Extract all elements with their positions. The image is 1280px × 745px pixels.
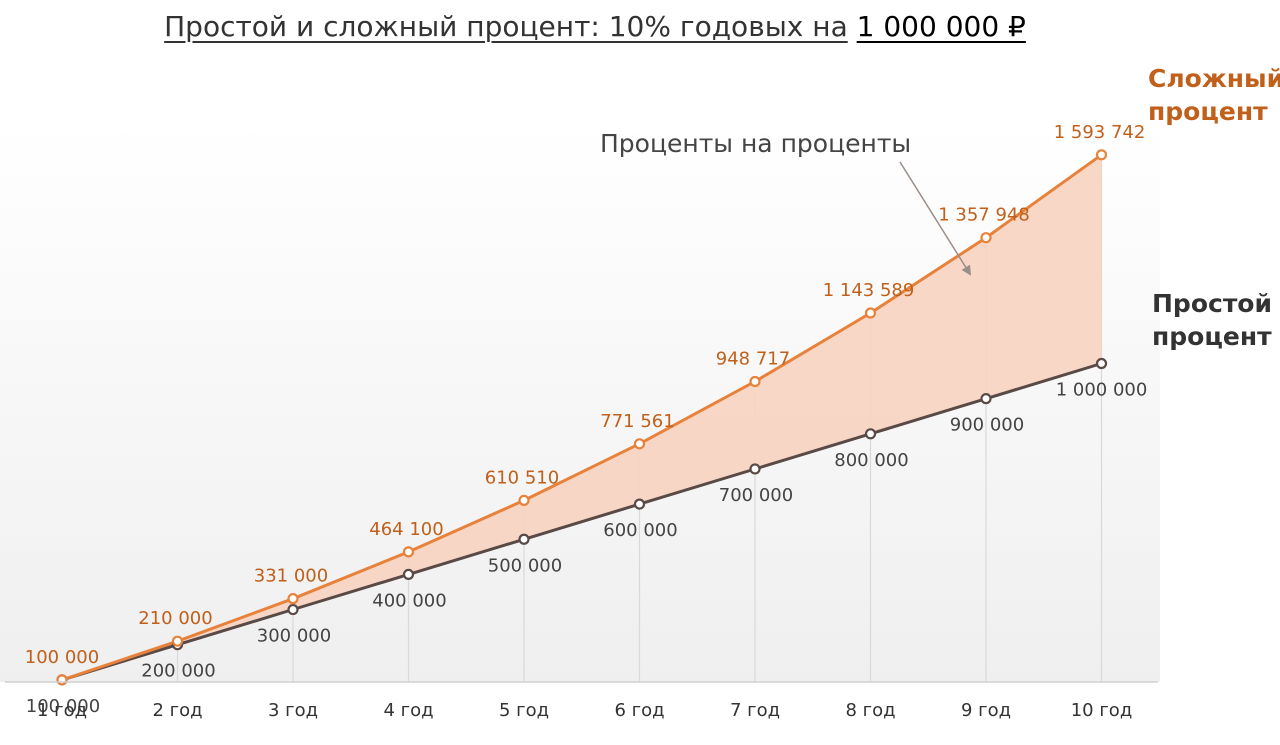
x-tick-label: 6 год bbox=[614, 700, 664, 721]
chart-title: Простой и сложный процент: 10% годовых н… bbox=[0, 10, 1190, 43]
chart-title-amount: 1 000 000 ₽ bbox=[856, 10, 1026, 43]
compound-value-label: 771 561 bbox=[600, 411, 674, 432]
simple-point bbox=[1095, 357, 1108, 370]
compound-series-label: Сложный процент bbox=[1148, 62, 1280, 128]
simple-value-label: 600 000 bbox=[603, 520, 677, 541]
simple-point bbox=[518, 533, 530, 545]
simple-label-line-1: Простой bbox=[1152, 289, 1272, 318]
simple-point bbox=[287, 603, 299, 616]
simple-value-label: 900 000 bbox=[950, 415, 1024, 436]
compound-label-line-2: процент bbox=[1148, 97, 1268, 126]
compound-point bbox=[56, 674, 68, 686]
simple-point bbox=[402, 568, 415, 581]
annotation-text: Проценты на проценты bbox=[600, 129, 912, 158]
simple-point bbox=[980, 393, 992, 405]
x-tick-label: 3 год bbox=[268, 700, 318, 721]
compound-label-line-1: Сложный bbox=[1148, 64, 1280, 93]
x-tick-label: 4 год bbox=[383, 700, 433, 721]
simple-value-label: 800 000 bbox=[834, 450, 908, 471]
x-tick-label: 7 год bbox=[730, 700, 780, 721]
simple-value-label: 200 000 bbox=[141, 661, 215, 682]
compound-value-label: 610 510 bbox=[485, 467, 559, 488]
x-tick-label: 1 год bbox=[37, 700, 87, 721]
x-tick-labels: 1 год 2 год 3 год 4 год 5 год 6 год 7 год 8 год… bbox=[37, 700, 1132, 721]
difference-area bbox=[62, 154, 1102, 680]
compound-point bbox=[980, 232, 992, 244]
compound-point bbox=[287, 593, 299, 605]
markers-layer bbox=[56, 149, 1108, 686]
compound-point bbox=[633, 438, 646, 450]
simple-point bbox=[749, 463, 761, 475]
simple-value-label: 500 000 bbox=[488, 555, 562, 576]
simple-value-label: 100 000 bbox=[26, 696, 100, 717]
chart-title-main: Простой и сложный процент: 10% годовых н… bbox=[164, 10, 848, 43]
compound-point bbox=[518, 494, 530, 507]
compound-interest-line bbox=[61, 153, 1103, 682]
compound-point bbox=[1095, 149, 1108, 161]
compound-value-label: 948 717 bbox=[716, 349, 790, 370]
compound-point bbox=[864, 307, 877, 319]
x-tick-label: 9 год bbox=[961, 700, 1011, 721]
labels-layer: 100 000 210 000 331 000 464 100 610 510 771 5… bbox=[25, 122, 1148, 717]
annotation-arrow bbox=[899, 161, 972, 276]
x-tick-label: 10 год bbox=[1071, 700, 1133, 721]
compound-point bbox=[749, 375, 761, 388]
simple-value-label: 300 000 bbox=[257, 626, 331, 647]
compound-value-label: 1 593 742 bbox=[1054, 122, 1146, 143]
simple-point bbox=[864, 428, 877, 440]
compound-value-label: 210 000 bbox=[138, 608, 212, 629]
x-tick-label: 5 год bbox=[499, 700, 549, 721]
compound-point bbox=[171, 635, 184, 647]
compound-value-label: 1 143 589 bbox=[823, 280, 915, 301]
simple-value-label: 400 000 bbox=[372, 590, 446, 611]
simple-value-label: 1 000 000 bbox=[1056, 380, 1148, 401]
simple-point bbox=[633, 498, 646, 510]
x-tick-label: 2 год bbox=[152, 700, 202, 721]
simple-label-line-2: процент bbox=[1152, 322, 1272, 351]
compound-value-label: 331 000 bbox=[254, 566, 328, 587]
compound-value-label: 1 357 948 bbox=[938, 205, 1030, 226]
x-tick-label: 8 год bbox=[845, 700, 895, 721]
simple-value-label: 700 000 bbox=[719, 485, 793, 506]
compound-value-label: 100 000 bbox=[25, 647, 99, 668]
simple-series-label: Простой процент bbox=[1152, 287, 1272, 353]
compound-point bbox=[402, 546, 415, 558]
compound-value-label: 464 100 bbox=[369, 519, 443, 540]
simple-interest-line bbox=[61, 362, 1102, 682]
